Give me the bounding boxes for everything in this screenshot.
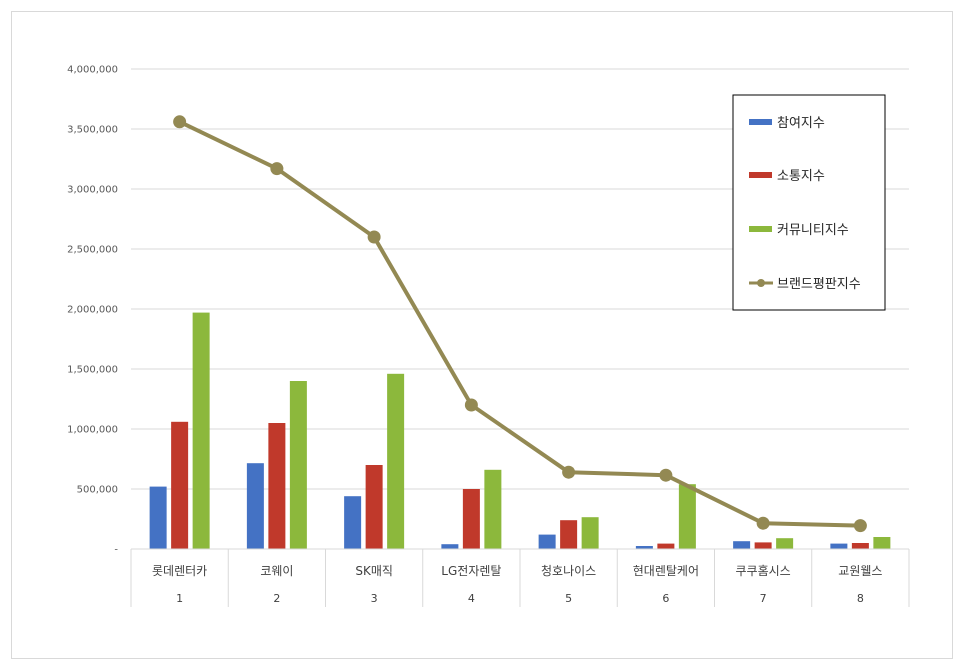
bar <box>268 423 286 549</box>
x-axis: 롯데렌터카 1 코웨이 2 SK매직 3 LG전자렌탈 4 청호나이스 5 현대렌탈케어 6 쿠쿠홈시스… <box>130 548 910 607</box>
x-tick-index: 6 <box>662 592 669 605</box>
bar <box>289 381 307 549</box>
x-tick-index: 5 <box>565 592 572 605</box>
legend-label: 참여지수 <box>777 116 825 131</box>
bar <box>678 484 696 549</box>
line-point <box>367 230 381 244</box>
y-tick-label: 3,500,000 <box>67 125 118 136</box>
bar <box>581 517 599 549</box>
bar <box>635 546 653 549</box>
bar <box>462 489 480 549</box>
y-tick-label: 1,500,000 <box>67 365 118 376</box>
y-tick-label: - <box>114 545 118 556</box>
x-tick-index: 8 <box>857 592 864 605</box>
bar <box>441 544 459 549</box>
legend-label: 브랜드평판지수 <box>777 277 861 292</box>
legend-label: 소통지수 <box>777 169 825 184</box>
x-tick-label: 현대렌탈케어 <box>633 564 699 578</box>
bar <box>149 486 167 549</box>
legend-swatch <box>749 226 772 232</box>
bar <box>733 541 751 549</box>
bar <box>192 312 210 549</box>
x-tick-label: 코웨이 <box>260 564 293 578</box>
y-tick-label: 2,500,000 <box>67 245 118 256</box>
bar <box>538 534 556 549</box>
y-tick-label: 1,000,000 <box>67 425 118 436</box>
bar <box>873 537 891 549</box>
line-point <box>464 398 478 412</box>
line-point <box>756 516 770 530</box>
legend-swatch <box>749 119 772 125</box>
y-tick-label: 2,000,000 <box>67 305 118 316</box>
bar <box>830 543 848 549</box>
x-tick-label: 청호나이스 <box>541 564 596 578</box>
series-line <box>178 119 861 528</box>
x-tick-label: SK매직 <box>355 564 393 578</box>
bar <box>560 520 578 549</box>
bar <box>657 543 675 549</box>
bar <box>171 421 189 549</box>
x-tick-index: 2 <box>273 592 280 605</box>
legend-swatch-marker <box>757 279 765 287</box>
bar <box>387 373 405 549</box>
y-tick-label: 3,000,000 <box>67 185 118 196</box>
x-tick-index: 3 <box>371 592 378 605</box>
legend-label: 커뮤니티지수 <box>777 223 849 238</box>
line-point <box>853 519 867 533</box>
bar <box>754 542 772 549</box>
y-tick-label: 500,000 <box>77 485 118 496</box>
x-tick-index: 4 <box>468 592 475 605</box>
bar <box>776 538 794 549</box>
bar <box>344 496 362 549</box>
bar <box>851 543 869 549</box>
line-point <box>562 465 576 479</box>
line-point <box>173 115 187 129</box>
x-tick-index: 7 <box>760 592 767 605</box>
x-tick-label: 쿠쿠홈시스 <box>736 564 791 578</box>
bar <box>246 463 264 549</box>
y-axis: - 500,000 1,000,000 1,500,000 2,000,000 2,500… <box>67 65 118 556</box>
legend-swatch <box>749 172 772 178</box>
y-tick-label: 4,000,000 <box>67 65 118 76</box>
line-point <box>659 468 673 482</box>
line-series <box>173 115 867 533</box>
bar <box>365 465 383 549</box>
x-tick-index: 1 <box>176 592 183 605</box>
x-tick-label: 교원웰스 <box>838 564 882 578</box>
legend-box <box>732 94 886 311</box>
line-point <box>270 162 284 176</box>
x-tick-label: LG전자렌탈 <box>441 564 501 578</box>
x-tick-label: 롯데렌터카 <box>152 564 207 578</box>
bar <box>484 469 502 549</box>
bars <box>149 312 891 549</box>
